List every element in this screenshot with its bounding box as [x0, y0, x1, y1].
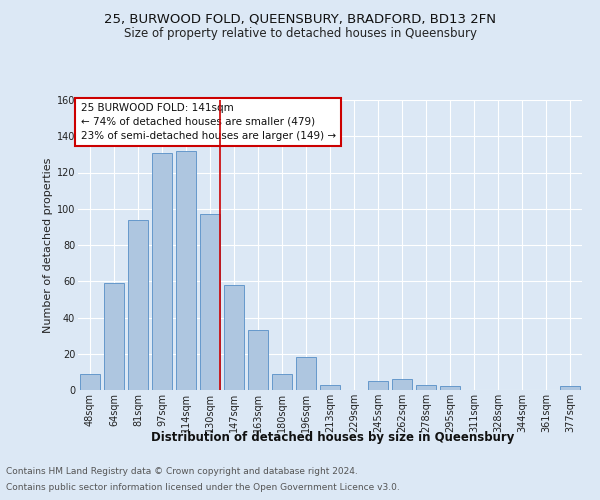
Bar	[296, 358, 316, 390]
Bar	[368, 381, 388, 390]
Bar	[560, 386, 580, 390]
Bar	[128, 220, 148, 390]
Bar	[200, 214, 220, 390]
Bar	[416, 384, 436, 390]
Bar	[104, 283, 124, 390]
Text: Distribution of detached houses by size in Queensbury: Distribution of detached houses by size …	[151, 431, 515, 444]
Bar	[248, 330, 268, 390]
Bar	[272, 374, 292, 390]
Bar	[152, 152, 172, 390]
Text: 25, BURWOOD FOLD, QUEENSBURY, BRADFORD, BD13 2FN: 25, BURWOOD FOLD, QUEENSBURY, BRADFORD, …	[104, 12, 496, 26]
Bar	[320, 384, 340, 390]
Bar	[80, 374, 100, 390]
Bar	[176, 151, 196, 390]
Y-axis label: Number of detached properties: Number of detached properties	[43, 158, 53, 332]
Text: Size of property relative to detached houses in Queensbury: Size of property relative to detached ho…	[124, 28, 476, 40]
Text: Contains HM Land Registry data © Crown copyright and database right 2024.: Contains HM Land Registry data © Crown c…	[6, 467, 358, 476]
Text: Contains public sector information licensed under the Open Government Licence v3: Contains public sector information licen…	[6, 484, 400, 492]
Bar	[224, 285, 244, 390]
Text: 25 BURWOOD FOLD: 141sqm
← 74% of detached houses are smaller (479)
23% of semi-d: 25 BURWOOD FOLD: 141sqm ← 74% of detache…	[80, 103, 335, 141]
Bar	[392, 379, 412, 390]
Bar	[440, 386, 460, 390]
